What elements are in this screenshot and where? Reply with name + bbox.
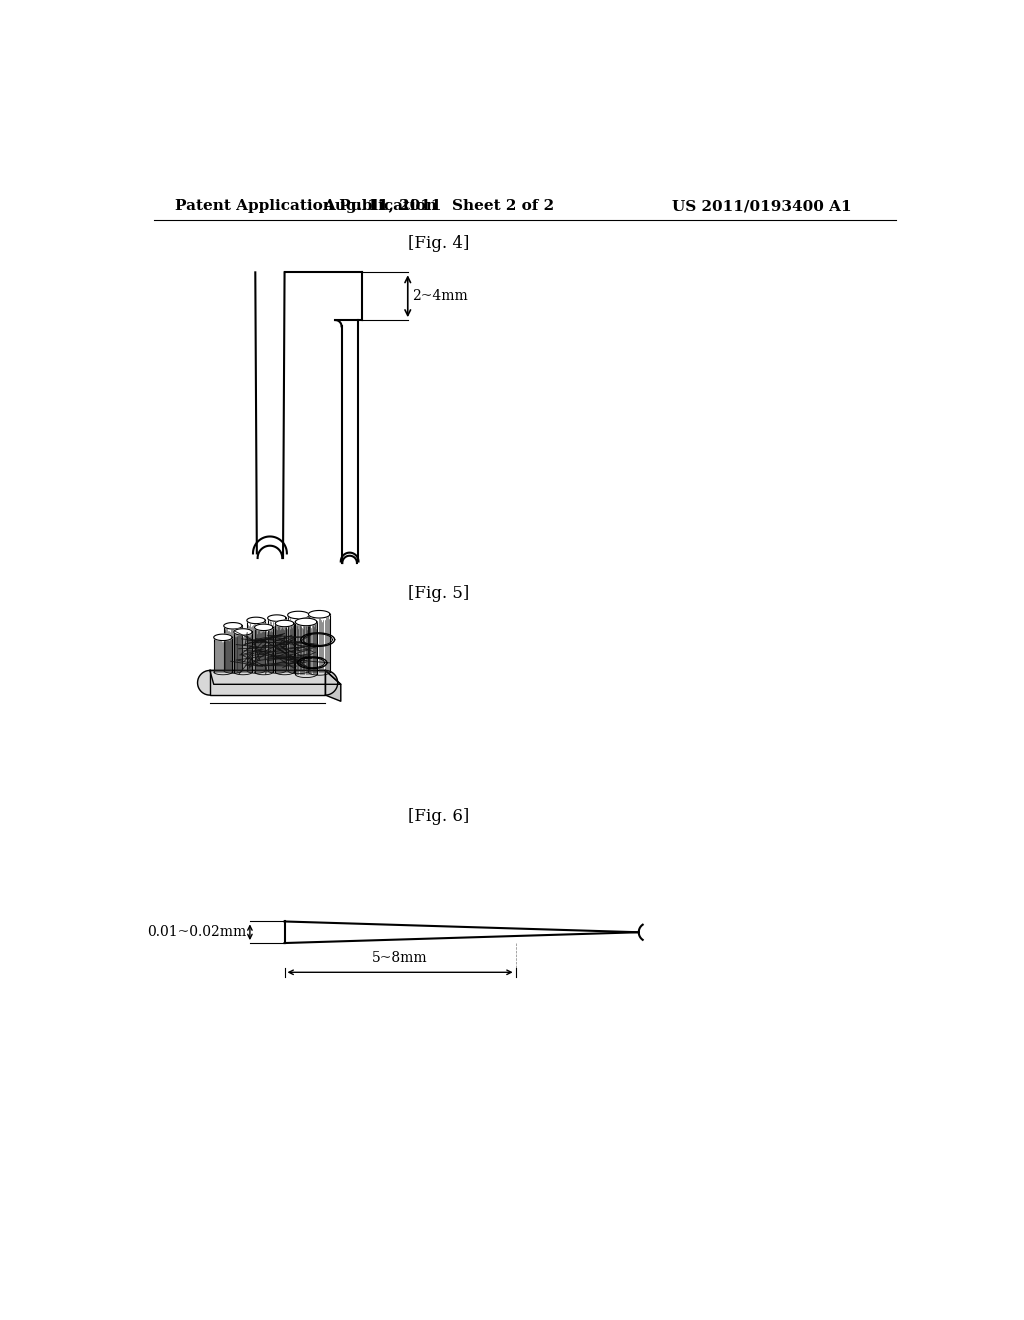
Polygon shape	[255, 624, 273, 631]
Text: US 2011/0193400 A1: US 2011/0193400 A1	[672, 199, 852, 213]
Polygon shape	[295, 618, 316, 626]
Polygon shape	[326, 671, 338, 696]
Polygon shape	[214, 634, 232, 640]
Polygon shape	[198, 671, 210, 696]
Polygon shape	[233, 628, 252, 635]
Polygon shape	[275, 620, 294, 627]
Polygon shape	[267, 615, 286, 622]
Text: [Fig. 5]: [Fig. 5]	[408, 585, 469, 602]
Text: Patent Application Publication: Patent Application Publication	[175, 199, 437, 213]
Polygon shape	[210, 671, 326, 696]
Text: 0.01~0.02mm: 0.01~0.02mm	[147, 925, 247, 940]
Polygon shape	[308, 610, 330, 618]
Text: [Fig. 4]: [Fig. 4]	[408, 235, 469, 252]
Text: [Fig. 6]: [Fig. 6]	[408, 808, 469, 825]
Text: 2~4mm: 2~4mm	[413, 289, 468, 304]
Text: 5~8mm: 5~8mm	[373, 950, 428, 965]
Polygon shape	[210, 671, 341, 684]
Polygon shape	[224, 623, 243, 630]
Polygon shape	[247, 618, 265, 623]
Polygon shape	[326, 671, 341, 701]
Polygon shape	[288, 611, 309, 619]
Text: Aug. 11, 2011  Sheet 2 of 2: Aug. 11, 2011 Sheet 2 of 2	[323, 199, 554, 213]
